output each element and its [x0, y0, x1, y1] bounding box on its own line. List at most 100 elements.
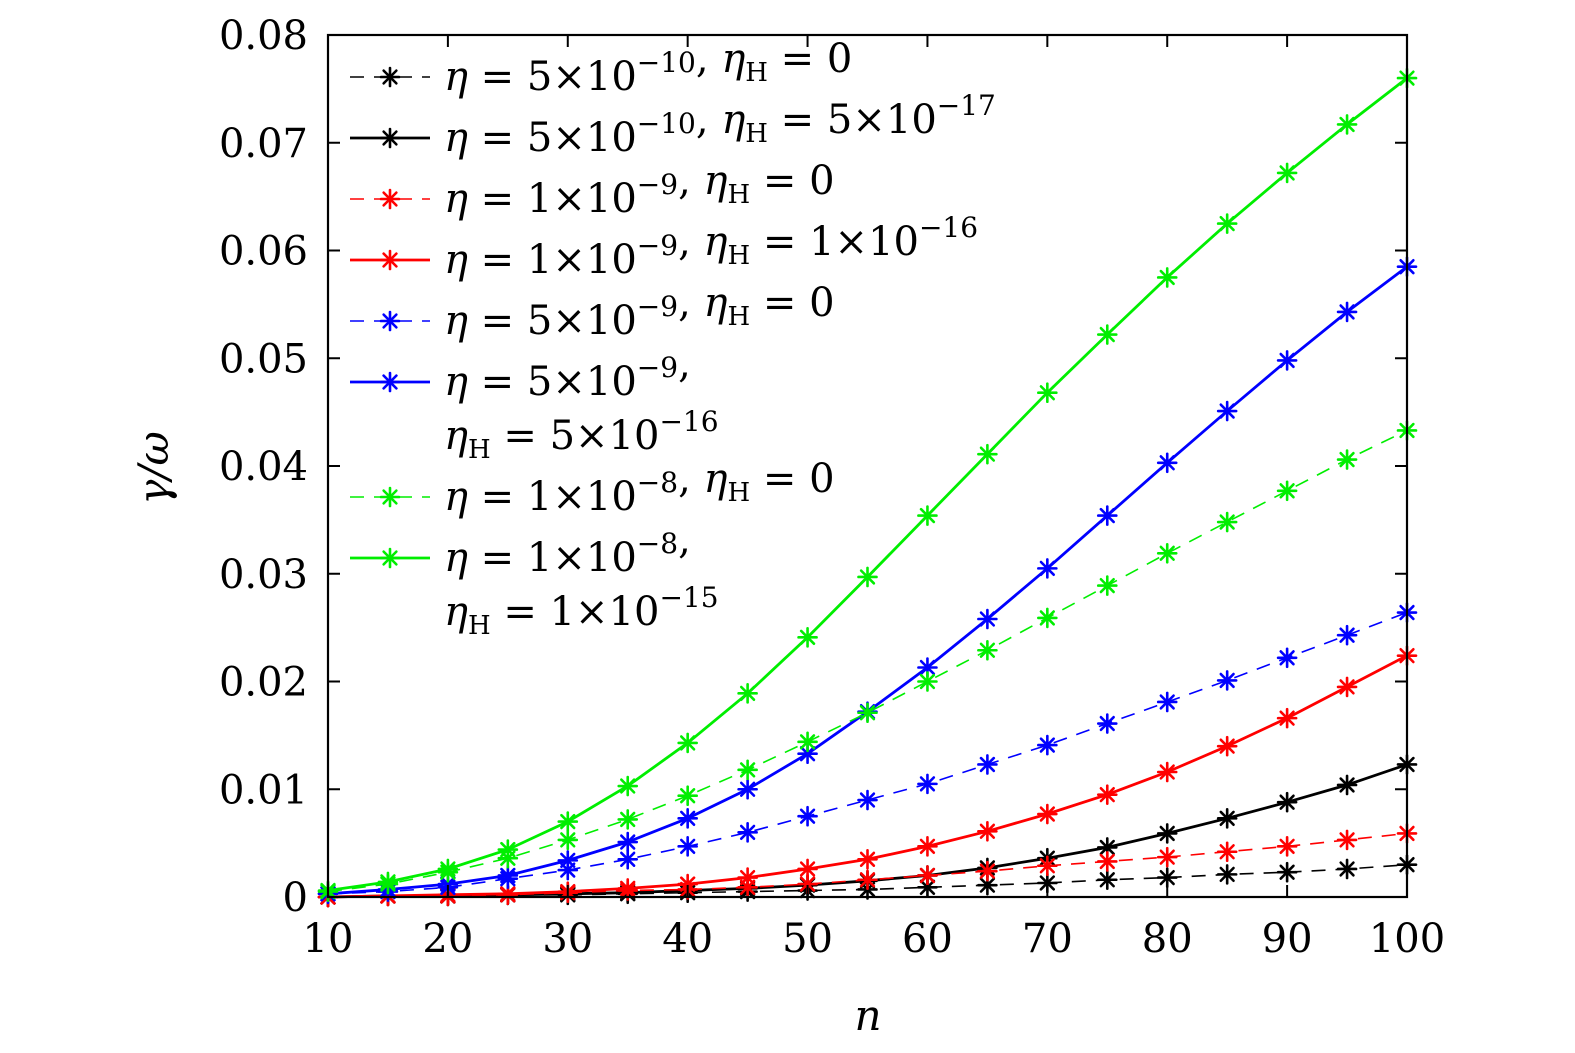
- x-tick-label: 30: [542, 916, 593, 962]
- data-point: [1037, 382, 1058, 404]
- legend: η = 5×10−10, ηH = 0η = 5×10−10, ηH = 5×1…: [350, 36, 996, 641]
- x-tick-label: 40: [662, 916, 713, 962]
- data-point: [1276, 350, 1298, 371]
- data-point: [977, 860, 998, 882]
- data-point: [917, 505, 938, 526]
- data-point: [1037, 734, 1058, 756]
- y-tick-label: 0.01: [219, 767, 308, 813]
- data-point: [977, 874, 998, 896]
- data-point: [1276, 162, 1298, 184]
- data-point: [1216, 735, 1238, 757]
- data-point: [1216, 511, 1238, 533]
- data-point: [677, 785, 698, 807]
- data-point: [1037, 803, 1058, 825]
- data-point: [1096, 324, 1118, 345]
- data-point: [1216, 808, 1238, 829]
- data-point: [557, 811, 579, 832]
- x-tick-label: 100: [1369, 916, 1445, 962]
- legend-marker: [379, 249, 401, 271]
- data-point: [1336, 676, 1358, 698]
- legend-marker: [379, 486, 401, 508]
- data-point: [617, 878, 639, 899]
- legend-entry-4: η = 1×10−9, ηH = 1×10−16: [350, 211, 978, 283]
- legend-label-continued: ηH = 5×10−16: [444, 405, 719, 465]
- legend-entry-7: η = 1×10−8, ηH = 0: [350, 456, 835, 520]
- data-point: [797, 805, 818, 827]
- data-point: [1156, 846, 1178, 868]
- x-tick-label: 80: [1142, 916, 1193, 962]
- data-point: [977, 639, 998, 661]
- legend-label: η = 1×10−9, ηH = 1×10−16: [444, 211, 978, 283]
- legend-label: η = 5×10−10, ηH = 5×10−17: [444, 89, 996, 161]
- data-point: [917, 865, 938, 886]
- data-point: [377, 871, 399, 893]
- legend-entry-2: η = 5×10−10, ηH = 5×10−17: [350, 89, 996, 161]
- x-tick-label: 10: [303, 916, 354, 962]
- data-point: [737, 683, 758, 704]
- data-point: [1276, 707, 1298, 729]
- data-point: [1216, 670, 1238, 691]
- data-point: [797, 627, 818, 648]
- y-tick-label: 0.07: [219, 121, 308, 167]
- data-point: [977, 608, 998, 630]
- data-point: [1037, 558, 1058, 579]
- data-point: [1216, 864, 1238, 885]
- y-axis-label: γ/ω: [129, 431, 178, 505]
- data-point: [617, 775, 639, 797]
- y-tick-label: 0.04: [219, 444, 308, 490]
- data-point: [797, 743, 818, 764]
- data-point: [617, 809, 639, 830]
- x-tick-label: 50: [782, 916, 833, 962]
- data-point: [1276, 480, 1298, 502]
- data-point: [1216, 400, 1238, 422]
- data-point: [1156, 823, 1178, 844]
- legend-label: η = 5×10−9,: [444, 341, 691, 405]
- data-point: [557, 829, 579, 851]
- data-point: [497, 865, 519, 886]
- data-point: [617, 831, 639, 853]
- series-8: [317, 67, 1418, 901]
- y-tick-label: 0.02: [219, 660, 308, 706]
- data-point: [1096, 575, 1118, 596]
- data-point: [1156, 761, 1178, 783]
- x-axis-label: n: [854, 991, 881, 1040]
- data-point: [1336, 774, 1358, 796]
- data-point: [1336, 114, 1358, 135]
- data-point: [917, 773, 938, 795]
- x-tick-label: 70: [1022, 916, 1073, 962]
- x-tick-label: 90: [1262, 916, 1313, 962]
- legend-label: η = 5×10−9, ηH = 0: [444, 280, 835, 344]
- plot-frame: [326, 33, 1409, 899]
- data-point: [1336, 449, 1358, 470]
- x-tick-label: 20: [422, 916, 473, 962]
- data-point: [1216, 841, 1238, 863]
- data-point: [917, 836, 938, 857]
- data-point: [677, 836, 698, 857]
- data-point: [857, 566, 878, 588]
- data-point: [1336, 624, 1358, 646]
- legend-label-continued: ηH = 1×10−15: [444, 581, 719, 641]
- data-point: [1276, 647, 1298, 669]
- data-point: [677, 873, 698, 895]
- data-point: [1096, 713, 1118, 734]
- data-point: [857, 702, 878, 724]
- data-point: [617, 848, 639, 870]
- y-tick-label: 0.03: [219, 552, 308, 598]
- data-point: [1156, 267, 1178, 288]
- data-point: [677, 808, 698, 829]
- data-point: [917, 671, 938, 692]
- series-4: [317, 645, 1418, 908]
- data-point: [977, 820, 998, 842]
- data-point: [1156, 542, 1178, 564]
- data-point: [977, 754, 998, 775]
- legend-label: η = 1×10−9, ηH = 0: [444, 158, 835, 222]
- legend-label: η = 5×10−10, ηH = 0: [444, 36, 852, 100]
- y-tick-label: 0.06: [219, 229, 308, 275]
- data-point: [1156, 452, 1178, 474]
- data-point: [857, 789, 878, 811]
- data-point: [1336, 829, 1358, 851]
- legend-marker: [379, 310, 401, 332]
- data-point: [797, 858, 818, 880]
- data-point: [1156, 691, 1178, 713]
